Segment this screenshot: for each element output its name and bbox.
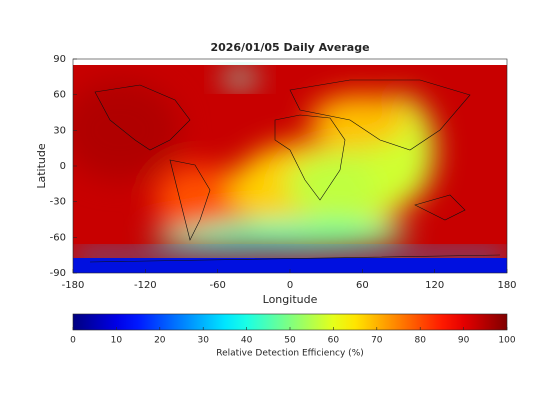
y-tick-label: 30 bbox=[53, 125, 66, 136]
x-tick-label: -180 bbox=[62, 280, 85, 291]
colorbar-tick-label: 30 bbox=[197, 336, 209, 346]
colorbar-tick-label: 90 bbox=[458, 336, 470, 346]
x-axis-label: Longitude bbox=[263, 293, 318, 306]
colorbar-label: Relative Detection Efficiency (%) bbox=[216, 349, 364, 359]
colorbar-tick-label: 80 bbox=[414, 336, 426, 346]
colorbar-tick-label: 20 bbox=[154, 336, 166, 346]
y-tick-label: 0 bbox=[60, 161, 66, 172]
colorbar-tick-label: 60 bbox=[328, 336, 340, 346]
x-tick-label: 0 bbox=[287, 280, 293, 291]
x-tick-label: 120 bbox=[425, 280, 444, 291]
y-tick-label: 90 bbox=[53, 54, 66, 65]
colorbar-tick-label: 0 bbox=[70, 336, 76, 346]
y-tick-label: -30 bbox=[50, 197, 66, 208]
y-axis-label: Latitude bbox=[35, 143, 48, 189]
colorbar-tick-label: 10 bbox=[111, 336, 123, 346]
y-tick-label: -90 bbox=[50, 268, 66, 279]
colorbar-tick-label: 100 bbox=[498, 336, 515, 346]
x-tick-label: 180 bbox=[497, 280, 516, 291]
efficiency-field bbox=[73, 59, 507, 273]
x-tick-label: 60 bbox=[356, 280, 369, 291]
y-tick-label: 60 bbox=[53, 90, 66, 101]
chart-title: 2026/01/05 Daily Average bbox=[210, 41, 369, 54]
x-tick-label: -120 bbox=[134, 280, 157, 291]
colorbar-tick-label: 40 bbox=[241, 336, 253, 346]
colorbar-tick-label: 70 bbox=[371, 336, 383, 346]
x-tick-label: -60 bbox=[209, 280, 225, 291]
colorbar-tick-label: 50 bbox=[284, 336, 296, 346]
y-tick-label: -60 bbox=[50, 232, 66, 243]
